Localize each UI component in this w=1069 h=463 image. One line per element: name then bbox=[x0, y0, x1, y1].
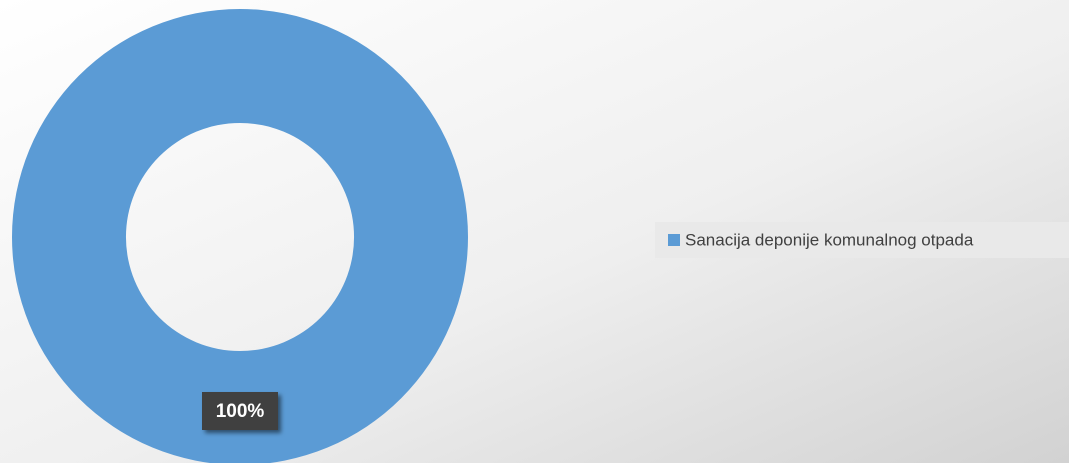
legend: Sanacija deponije komunalnog otpada bbox=[655, 222, 1069, 258]
legend-box bbox=[655, 222, 1069, 258]
data-label-box bbox=[202, 392, 278, 430]
data-label: 100% bbox=[202, 392, 278, 430]
legend-label: Sanacija deponije komunalnog otpada bbox=[685, 230, 974, 249]
legend-swatch bbox=[668, 234, 680, 246]
data-label-text: 100% bbox=[216, 401, 265, 422]
donut-slice bbox=[12, 9, 468, 463]
